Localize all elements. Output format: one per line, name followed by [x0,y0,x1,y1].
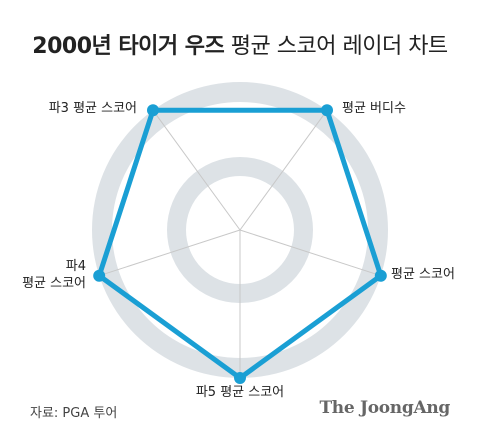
axis-label-line: 평균 스코어 [391,267,455,282]
radar-spoke-2 [239,229,381,277]
axis-label-line: 파3 평균 스코어 [49,101,137,116]
axis-label-4: 파4 평균 스코어 [22,259,86,291]
radar-point-3 [234,372,246,384]
axis-label-line: 평균 버디수 [342,101,406,116]
source-note: 자료: PGA 투어 [30,406,118,421]
radar-point-4 [93,269,106,282]
radar-point-5 [147,104,159,117]
chart-title-bold: 2000년 타이거 우즈 [32,34,225,59]
chart-title: 2000년 타이거 우즈 평균 스코어 레이더 차트 [0,28,480,60]
axis-label-3: 파5 평균 스코어 [196,385,284,400]
radar-spoke-1 [239,110,328,231]
radar-series-outline [96,107,384,381]
radar-series [93,104,387,384]
chart-title-rest: 평균 스코어 레이더 차트 [230,34,448,59]
radar-point-1 [321,104,333,117]
axis-label-5: 파3 평균 스코어 [49,101,137,116]
axis-label-2: 평균 스코어 [391,267,455,282]
axis-label-1: 평균 버디수 [342,101,406,116]
axis-label-line: 파5 평균 스코어 [196,385,284,400]
radar-spoke-5 [152,110,241,231]
radar-spokes [99,110,381,378]
publisher-logo: The JoongAng [319,398,450,418]
radar-point-2 [374,269,387,282]
axis-label-line: 파4 [66,259,86,274]
axis-label-line: 평균 스코어 [22,276,86,291]
radar-spoke-4 [99,229,241,277]
